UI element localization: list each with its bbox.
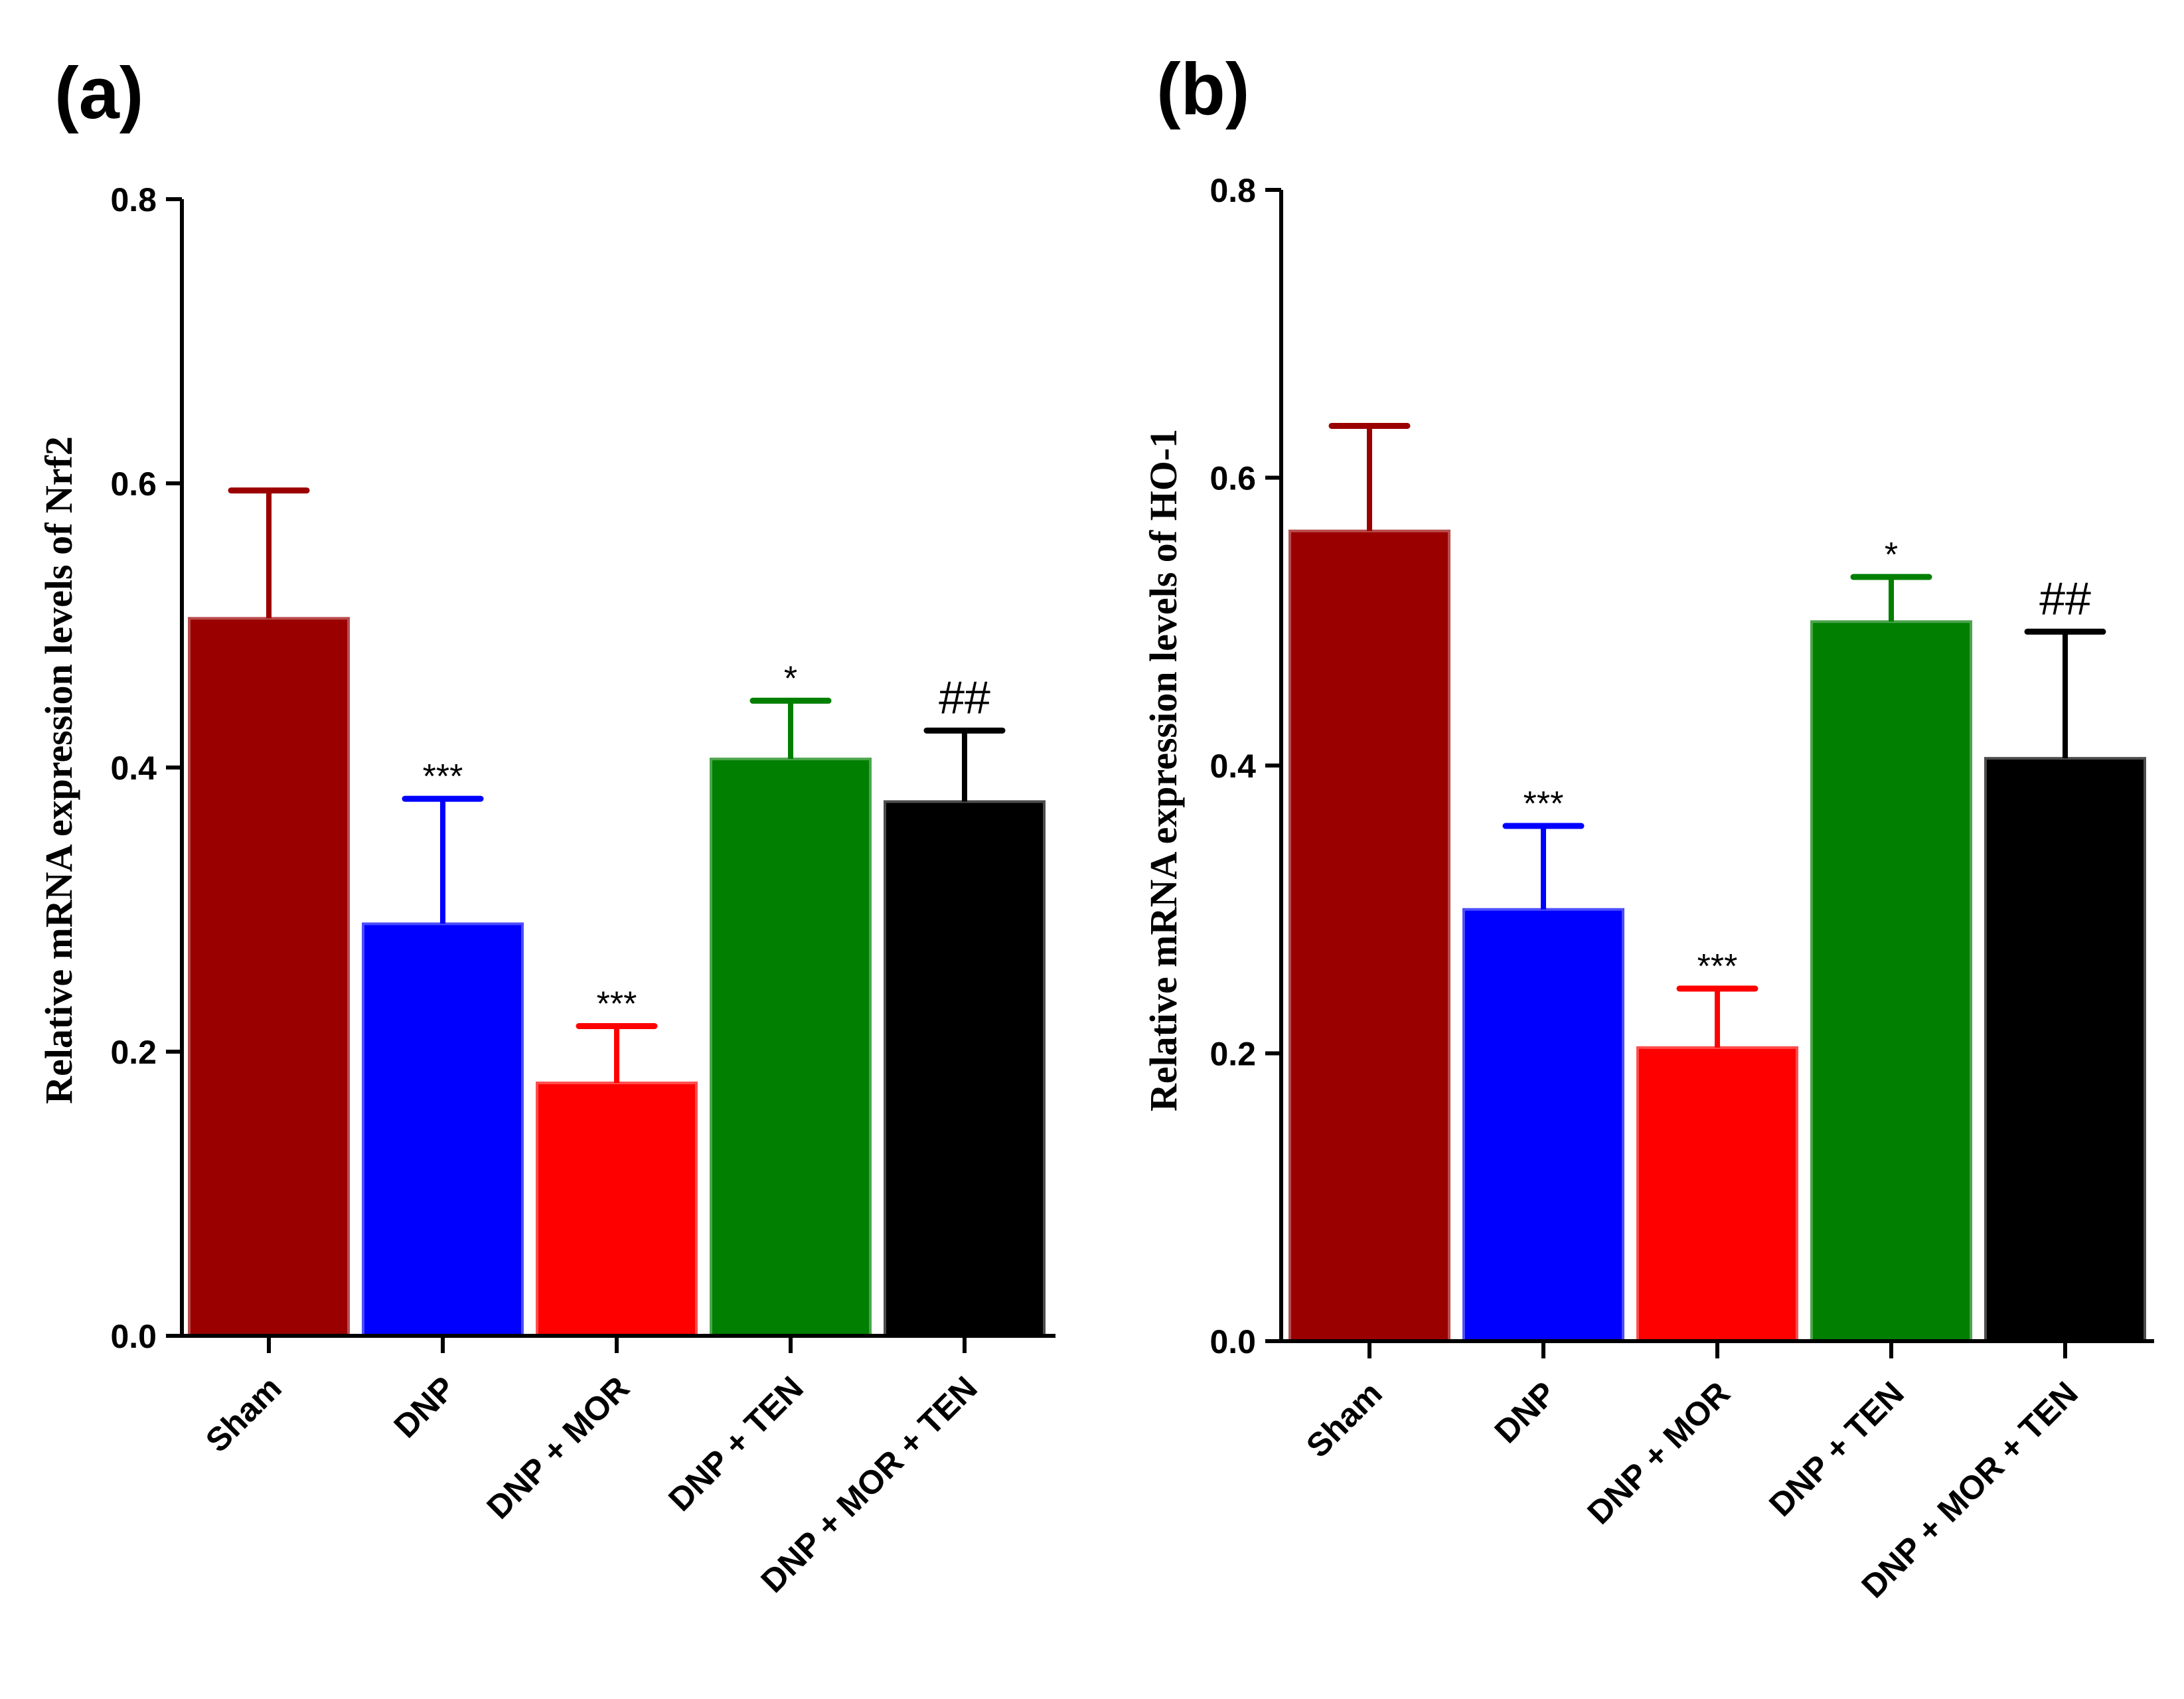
panel-a-category-label-0: Sham xyxy=(198,1369,289,1459)
panel-b-category-label-3: DNP + TEN xyxy=(1762,1374,1911,1524)
panel-a-label: (a) xyxy=(54,52,143,134)
panel-a-bar-3 xyxy=(710,758,872,1338)
panel-b-bar-3 xyxy=(1810,620,1972,1342)
panel-b-y-tick-label-0: 0.0 xyxy=(1209,1323,1256,1360)
panel-a-category-label-2: DNP + MOR xyxy=(479,1369,636,1526)
panel-a-y-tick-label-4: 0.8 xyxy=(110,181,157,218)
panel-b-category-label-1: DNP xyxy=(1488,1374,1563,1450)
panel-a-category-label-3: DNP + TEN xyxy=(661,1369,811,1518)
panel-a-nrf2-chart: (a) Relative mRNA expression levels of N… xyxy=(37,52,1055,1600)
panel-b-y-axis-title: Relative mRNA expression levels of HO-1 xyxy=(1142,429,1185,1111)
panel-a-bar-0 xyxy=(188,617,350,1337)
panel-a-annotation-2: *** xyxy=(597,985,637,1023)
panel-b-bar-4 xyxy=(1984,757,2146,1342)
panel-b-category-label-0: Sham xyxy=(1299,1374,1389,1465)
panel-b-annotation-2: *** xyxy=(1697,947,1738,986)
panel-a-bar-2 xyxy=(536,1082,698,1337)
panel-a-y-tick-label-1: 0.2 xyxy=(110,1034,157,1071)
panel-b-annotation-1: *** xyxy=(1523,785,1564,823)
panel-b-annotation-4: ## xyxy=(2039,572,2091,624)
panel-a-annotation-1: *** xyxy=(423,758,463,796)
panel-a-y-tick-label-2: 0.4 xyxy=(110,750,157,787)
panel-b-y-tick-label-1: 0.2 xyxy=(1209,1036,1256,1073)
panel-b-category-label-2: DNP + MOR xyxy=(1580,1374,1737,1531)
panel-b-y-tick-label-3: 0.6 xyxy=(1209,460,1256,497)
panel-b-annotation-3: * xyxy=(1885,536,1898,574)
panel-a-category-label-1: DNP xyxy=(387,1369,463,1445)
panel-a-y-tick-label-0: 0.0 xyxy=(110,1318,157,1355)
panel-b-bar-2 xyxy=(1636,1046,1798,1342)
panel-b-label: (b) xyxy=(1156,48,1249,130)
panel-b-y-tick-label-4: 0.8 xyxy=(1209,172,1256,209)
panel-a-annotation-4: ## xyxy=(939,671,990,723)
panel-b-ho1-chart: (b) Relative mRNA expression levels of H… xyxy=(1142,48,2154,1605)
panel-a-bar-1 xyxy=(362,922,524,1337)
panel-b-bar-0 xyxy=(1288,529,1450,1342)
panel-a-y-axis-title: Relative mRNA expression levels of Nrf2 xyxy=(37,436,80,1104)
panel-a-annotation-3: * xyxy=(784,659,797,698)
panel-b-bar-1 xyxy=(1462,908,1624,1342)
panel-b-y-tick-label-2: 0.4 xyxy=(1209,748,1256,785)
panel-a-y-tick-label-3: 0.6 xyxy=(110,465,157,503)
panel-a-bar-4 xyxy=(884,800,1046,1337)
